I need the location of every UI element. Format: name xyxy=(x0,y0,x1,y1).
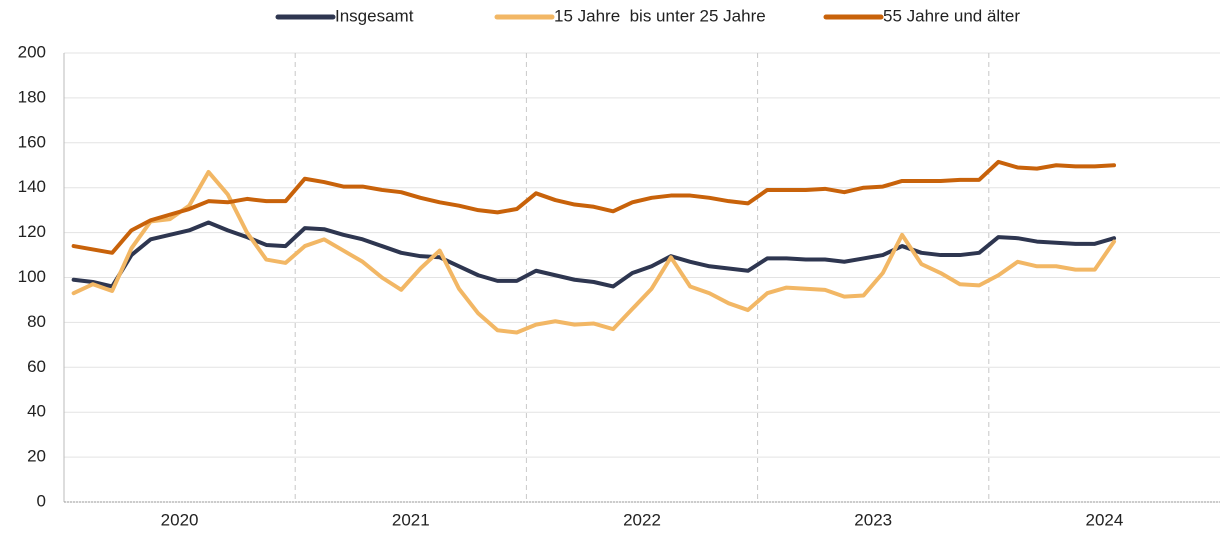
legend-label: Insgesamt xyxy=(335,6,414,25)
legend-label: 55 Jahre und älter xyxy=(883,6,1020,25)
y-tick-label: 60 xyxy=(27,357,46,376)
y-tick-label: 180 xyxy=(18,87,46,106)
y-tick-label: 200 xyxy=(18,42,46,61)
x-tick-label: 2024 xyxy=(1085,510,1123,529)
series-line xyxy=(71,159,1117,255)
x-tick-label: 2020 xyxy=(161,510,199,529)
series-line xyxy=(71,220,1117,289)
y-tick-label: 160 xyxy=(18,132,46,151)
x-tick-label: 2023 xyxy=(854,510,892,529)
y-tick-label: 0 xyxy=(37,491,46,510)
x-tick-label: 2022 xyxy=(623,510,661,529)
legend-label: 15 Jahre bis unter 25 Jahre xyxy=(554,6,766,25)
y-tick-label: 140 xyxy=(18,177,46,196)
y-tick-label: 20 xyxy=(27,447,46,466)
series-line xyxy=(71,169,1117,335)
y-tick-label: 40 xyxy=(27,402,46,421)
y-tick-label: 120 xyxy=(18,222,46,241)
y-tick-label: 100 xyxy=(18,267,46,286)
y-tick-label: 80 xyxy=(27,312,46,331)
x-tick-label: 2021 xyxy=(392,510,430,529)
